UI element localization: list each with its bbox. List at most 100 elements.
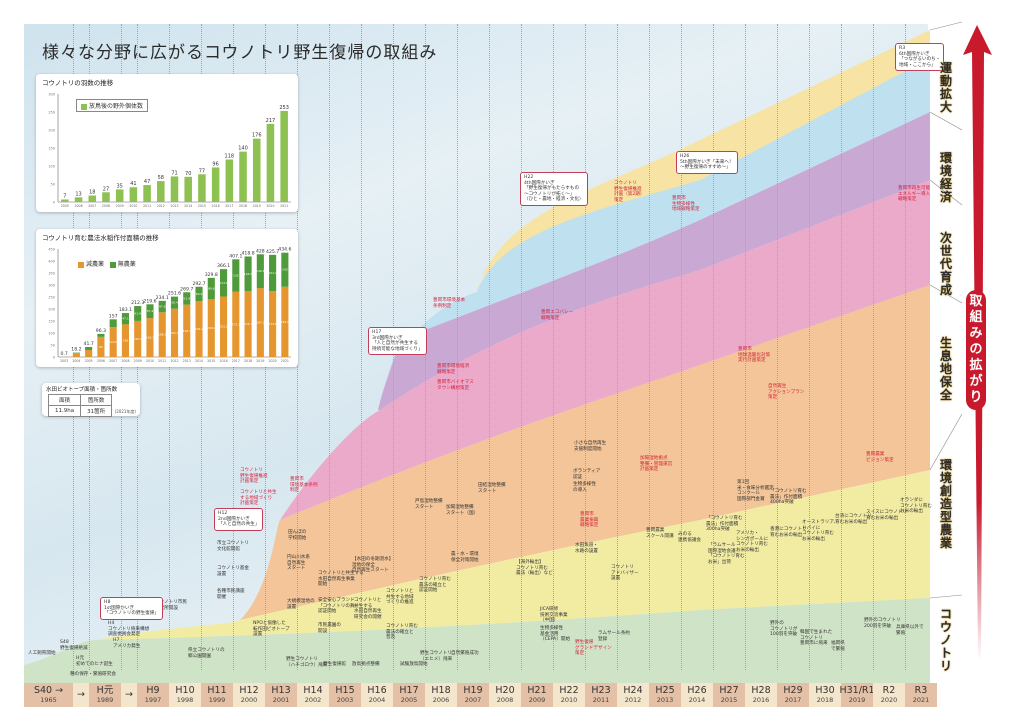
svg-text:407.1: 407.1 [229,253,242,259]
timeline-year-9: H14 2002 [297,683,329,707]
svg-text:50: 50 [51,183,55,187]
svg-text:61.9: 61.9 [134,311,141,315]
event-item: 大規模湿地の 設置 [287,599,315,610]
timeline-year-11: H16 2004 [361,683,393,707]
label-stork: コウノトリ [939,607,952,673]
svg-text:2005: 2005 [85,359,93,363]
svg-text:300: 300 [48,284,55,288]
timeline-year-6: H11 1999 [201,683,233,707]
svg-text:2012: 2012 [170,359,178,363]
svg-text:151.1: 151.1 [268,271,277,275]
svg-text:2009: 2009 [134,359,142,363]
policy-event-item: 豊岡市環境基本 条例制定 [433,298,466,309]
event-item: 農・水・環境 保全対策開始 [451,552,479,563]
svg-text:2009: 2009 [116,204,124,208]
year-divider [809,24,810,670]
event-item: 自然繁殖成功 [451,651,479,656]
event-item: コウノトリ基金 設置 [217,566,249,577]
event-item: 香港にコウノトリ 育むお米の輸出 [770,527,807,538]
event-item: コウノトリ市民 研究所開設 [155,600,187,611]
event-item: 試験放鳥開始 [400,662,428,667]
timeline-year-15: H20 2008 [489,683,521,707]
policy-event-item: 豊岡市再生可能 エネルギー導入 戦略策定 [898,186,931,203]
timeline-year-23: H28 2016 [745,683,777,707]
policy-event-item: 豊岡市環境経済 戦略策定 [437,364,470,375]
year-divider [457,24,458,670]
event-item: スイスにコウノトリ 育むお米の輸出 [866,510,908,521]
timeline-year-22: H27 2015 [713,683,745,707]
svg-text:2006: 2006 [97,359,105,363]
svg-text:329.8: 329.8 [205,272,218,278]
svg-text:2011: 2011 [143,204,151,208]
svg-text:350: 350 [48,272,55,276]
policy-event-item: 野生復帰 グランドデザイン 策定 [575,640,612,657]
event-item: 種の保存・繁殖研究会 [70,672,116,677]
svg-text:0.7: 0.7 [60,351,67,357]
stork-count-chart: コウノトリの羽数の推移 放鳥後の野外個体数 0 50 100 150 200 250 300… [36,74,298,212]
event-item: ボランティア 認証 [573,469,601,480]
svg-text:2012: 2012 [157,204,165,208]
event-item: コウノトリと 共生する地域 づくりの推進 [386,589,414,606]
svg-text:2016: 2016 [219,359,227,363]
svg-text:366.1: 366.1 [217,263,230,269]
svg-text:212.3: 212.3 [131,300,144,306]
svg-text:252.2: 252.2 [219,325,228,329]
event-item: 【水田の冬期湛水】 湿地の保全 自然再生スタート [352,557,394,574]
international-conference-callout: H22 4th国際かいぎ 「野生復帰がもたらすもの ～コウノトリが拓く～」 （ひ… [520,172,588,206]
svg-text:2017: 2017 [232,359,240,363]
event-item: 台湾にコウノトリ 育むお米の輸出 [835,514,872,525]
year-divider [649,24,650,670]
international-conference-callout: H26 5th国際かいぎ「未来へ！ ～野生復帰のすすめ～」 [676,151,738,174]
svg-text:250: 250 [48,111,55,115]
event-item: 豊岡農業 スクール開講 [646,528,674,539]
svg-text:274.3: 274.3 [244,322,253,326]
svg-text:232.2: 232.2 [195,327,204,331]
svg-text:2010: 2010 [146,359,154,363]
timeline-year-1: → [73,683,89,707]
event-item: 「コウノトリ育む 農法」作付面積 400ha突破 [770,489,807,506]
svg-text:89.6: 89.6 [208,287,215,291]
event-item: NPOと協働した 転作田ビオトープ 設置 [253,621,290,638]
svg-text:269.7: 269.7 [180,286,193,292]
svg-text:50.4: 50.4 [171,301,178,305]
event-item: 市立コウノトリ 文化館開館 [217,541,249,552]
international-conference-callout: R3 6th国際かいぎ 「つながるいのち・ 地域・ここから」 [895,43,945,72]
farming-area-chart-title: コウノトリ育む農法水稲作付面積の推移 [42,234,159,242]
event-item: 小さな自然再生 支援制度開始 [574,441,607,452]
svg-text:135: 135 [233,273,239,277]
svg-text:47.1: 47.1 [122,317,129,321]
event-item: ラムサール条約 登録 [598,631,631,642]
svg-text:47: 47 [144,179,150,185]
svg-text:2003: 2003 [60,359,68,363]
event-item: 安全安心ブランド 「コウノトリの舞」 認証開始 [318,598,360,615]
event-item: 野外のコウノトリ 200羽を突破 [864,618,901,629]
band-agriculture [95,470,930,640]
svg-text:0: 0 [53,201,55,205]
svg-text:96: 96 [212,161,218,167]
event-item: 田結湿地整備 スタート [478,483,506,494]
event-item: アメリカ・ シンガポールに コウノトリ育む お米の輸出 [736,531,769,553]
event-item: 人工飼育開始 [28,651,56,656]
svg-text:2018: 2018 [239,204,247,208]
timeline-year-8: H13 2001 [265,683,297,707]
svg-text:2017: 2017 [225,204,233,208]
svg-text:84: 84 [99,345,103,349]
policy-event-item: 豊岡農業 ビジョン策定 [866,452,894,463]
policy-event-item: コウノトリ 野生復帰推進 計画（第2期） 策定 [614,181,645,203]
event-item: 市民農園の 開設 [318,623,341,634]
svg-text:2020: 2020 [269,359,277,363]
svg-text:2015: 2015 [198,204,206,208]
stork-count-bars: 0 50 100 150 200 250 300 7 2005 13 2006 18 2007 27 200… [48,93,291,208]
svg-text:2021: 2021 [280,204,288,208]
svg-text:2015: 2015 [207,359,215,363]
biotope-table: 面積 箇所数 11.9ha 31箇所 [47,394,113,417]
international-conference-callout: H8 1st国際かいぎ 「コウノトリの野生復帰」 [100,597,163,620]
event-item: コウノトリ育む 農法の確立と 普及 [386,624,418,641]
svg-text:217: 217 [266,118,276,124]
policy-event-item: 豊岡市バイオマス タウン構想策定 [437,380,474,391]
svg-text:18.2: 18.2 [71,347,81,353]
event-item: JICA研修 技術交流事業 （中国） [540,607,568,624]
label-eco-agriculture: 環境創造型農業 [939,458,952,550]
svg-text:287.2: 287.2 [256,321,265,325]
svg-text:450: 450 [48,248,55,252]
